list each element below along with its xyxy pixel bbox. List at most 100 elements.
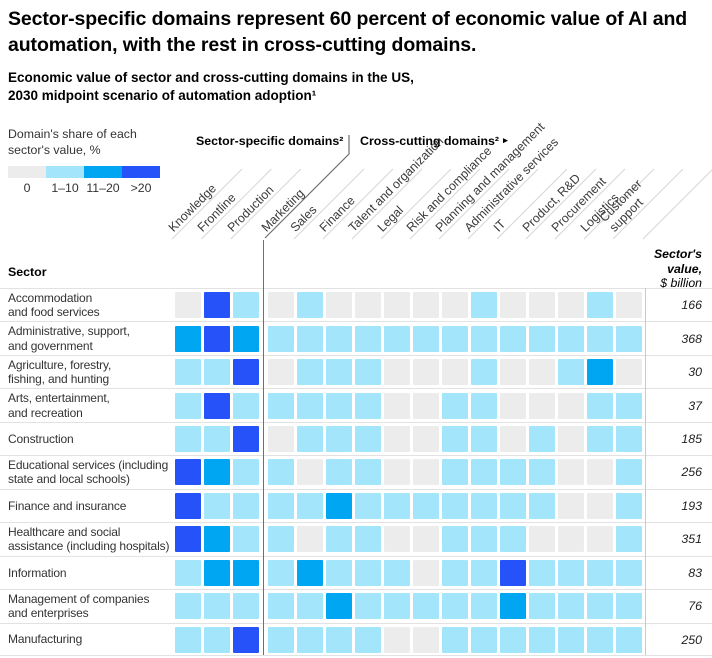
table-row: Healthcare and social assistance (includ…	[0, 522, 712, 555]
heatmap-cell	[413, 359, 439, 386]
legend-swatches: 0 1–10 11–20 >20	[8, 166, 178, 195]
legend-swatch	[8, 166, 46, 179]
heatmap-cell	[384, 325, 410, 352]
heatmap-cell	[500, 325, 526, 352]
heatmap-cell	[355, 359, 381, 386]
heatmap-cell	[175, 292, 201, 319]
heatmap-cell	[413, 292, 439, 319]
table-row: Construction 185	[0, 421, 712, 455]
heatmap-cell	[204, 526, 230, 553]
heatmap-cell	[384, 292, 410, 319]
heatmap-cell	[355, 325, 381, 352]
heatmap-cell	[471, 626, 497, 653]
heatmap-cell	[297, 593, 323, 620]
heatmap-cell	[529, 392, 555, 419]
cross-cutting-domains-label: Cross-cutting domains² ▸	[360, 134, 508, 148]
heatmap-cell	[204, 359, 230, 386]
heatmap-cell	[413, 426, 439, 453]
heatmap-cell	[442, 559, 468, 586]
heatmap-cell	[268, 359, 294, 386]
heatmap-cell	[558, 359, 584, 386]
legend-range-label: 0	[23, 181, 31, 196]
heatmap-cell	[442, 392, 468, 419]
heatmap-cell	[500, 626, 526, 653]
heatmap-cell	[587, 325, 613, 352]
heatmap-cell	[384, 526, 410, 553]
heatmap-cell	[326, 292, 352, 319]
heatmap-cell	[297, 292, 323, 319]
table-row: Finance and insurance 193	[0, 488, 712, 522]
heatmap-cell	[471, 325, 497, 352]
heatmap-cell	[587, 359, 613, 386]
heatmap-cell	[297, 492, 323, 519]
sector-value: 37	[688, 398, 702, 413]
heatmap-cell	[529, 492, 555, 519]
table-row: Manufacturing 250	[0, 622, 712, 656]
chart-header: Domain's share of each sector's value, %…	[0, 120, 712, 245]
sector-label: Arts, entertainment, and recreation	[8, 390, 110, 420]
heatmap-cell	[326, 492, 352, 519]
value-header-line-3: $ billion	[660, 276, 702, 290]
heatmap-cell	[529, 559, 555, 586]
column-header-label: IT	[490, 216, 509, 235]
heatmap-cell	[471, 459, 497, 486]
heatmap-cell	[175, 359, 201, 386]
table-row: Accommodation and food services 166	[0, 288, 712, 321]
sector-value: 256	[681, 465, 702, 480]
table-row: Management of companies and enterprises 7…	[0, 589, 712, 622]
heatmap-cell	[616, 492, 642, 519]
heatmap-cell	[587, 526, 613, 553]
heatmap-cell	[326, 593, 352, 620]
heatmap-cell	[233, 459, 259, 486]
heatmap-cell	[355, 526, 381, 553]
sector-value: 185	[681, 432, 702, 447]
heatmap-cell	[175, 526, 201, 553]
heatmap-cell	[587, 426, 613, 453]
heatmap-cell	[268, 459, 294, 486]
heatmap-cell	[500, 593, 526, 620]
table-row: Information 83	[0, 555, 712, 589]
legend-item: 11–20	[84, 166, 122, 195]
heatmap-cell	[500, 492, 526, 519]
subtitle-line-2: 2030 midpoint scenario of automation ado…	[8, 87, 317, 103]
heatmap-cell	[616, 459, 642, 486]
heatmap-cell	[268, 392, 294, 419]
heatmap-cell	[326, 392, 352, 419]
heatmap-cell	[616, 593, 642, 620]
heatmap-cell	[500, 426, 526, 453]
heatmap-cell	[384, 426, 410, 453]
heatmap-cell	[384, 492, 410, 519]
sector-value: 351	[681, 532, 702, 547]
heatmap-cell	[326, 426, 352, 453]
heatmap-cell	[204, 593, 230, 620]
heatmap-cell	[233, 593, 259, 620]
heatmap-cell	[616, 526, 642, 553]
sector-label: Educational services (including state an…	[8, 457, 169, 487]
heatmap-table: Sector Sector's value, $ billion Accommo…	[0, 240, 712, 656]
heatmap-cell	[175, 492, 201, 519]
heatmap-cell	[175, 459, 201, 486]
heatmap-cell	[355, 392, 381, 419]
heatmap-cell	[204, 292, 230, 319]
heatmap-cell	[616, 559, 642, 586]
heatmap-cell	[233, 626, 259, 653]
heatmap-cell	[204, 626, 230, 653]
heatmap-cell	[529, 325, 555, 352]
chart-subtitle: Economic value of sector and cross-cutti…	[8, 69, 648, 104]
sector-column-header: Sector	[8, 265, 47, 279]
heatmap-cell	[500, 359, 526, 386]
heatmap-cell	[442, 325, 468, 352]
heatmap-cell	[355, 459, 381, 486]
table-row: Arts, entertainment, and recreation 37	[0, 388, 712, 421]
legend-range-label: 1–10	[51, 181, 79, 196]
sector-value: 166	[681, 298, 702, 313]
heatmap-cell	[204, 325, 230, 352]
heatmap-cell	[384, 626, 410, 653]
sector-value: 30	[688, 365, 702, 380]
title-line-2: automation, with the rest in cross-cutti…	[8, 33, 477, 56]
table-row: Administrative, support, and government 3…	[0, 321, 712, 354]
heatmap-cell	[355, 426, 381, 453]
heatmap-cell	[442, 526, 468, 553]
heatmap-cell	[558, 325, 584, 352]
page-title: Sector-specific domains represent 60 per…	[8, 7, 708, 58]
